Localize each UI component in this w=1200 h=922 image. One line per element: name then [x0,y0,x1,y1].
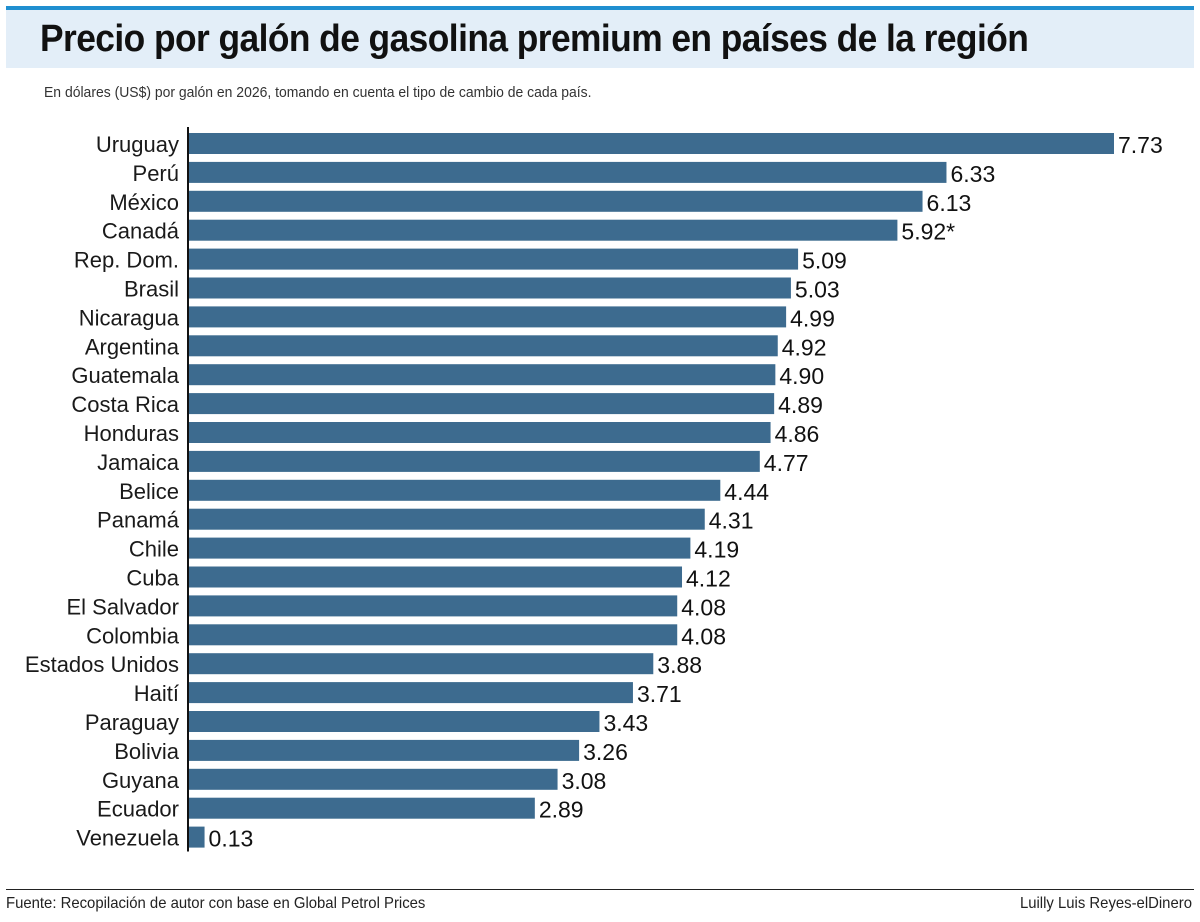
source-note: Fuente: Recopilación de autor con base e… [6,895,426,912]
category-label: Guyana [102,768,180,793]
value-label: 4.12 [686,566,731,592]
category-label: Ecuador [97,797,179,822]
bar [189,248,799,270]
bar [189,826,205,848]
category-label: Belice [119,479,179,504]
bar [189,566,683,588]
bar [189,711,600,732]
bar [189,797,535,819]
bar [189,739,580,761]
bar-chart: Uruguay 7.73 Perú 6.33 México 6.13 Canadá 5.92*… [25,127,1163,852]
bar [189,595,678,617]
category-label: Chile [129,537,179,562]
bar [189,537,691,559]
bar [189,479,721,501]
category-label: Uruguay [96,132,179,157]
bar [189,277,791,299]
value-label: 6.13 [927,190,972,216]
bar [189,422,771,443]
value-label: 7.73 [1118,132,1163,158]
category-label: Cuba [126,566,179,591]
value-label: 4.99 [790,305,835,331]
author-credit: Luilly Luis Reyes-elDinero [1019,895,1192,912]
category-label: Costa Rica [71,392,179,417]
title-band: Precio por galón de gasolina premium en … [6,6,1194,68]
value-label: 3.08 [562,768,607,794]
bar [189,682,633,704]
bar [189,219,898,241]
category-label: Argentina [85,334,180,359]
value-label: 4.89 [778,392,823,418]
category-label: Rep. Dom. [74,248,179,273]
value-label: 5.03 [795,277,840,303]
value-label: 4.90 [779,363,824,389]
bar [189,768,558,790]
category-label: México [109,190,179,215]
bar [189,393,775,415]
value-label: 3.43 [603,710,648,736]
category-label: Panamá [97,508,180,533]
value-label: 4.77 [764,450,809,476]
value-label: 4.86 [775,421,820,447]
value-label: 6.33 [950,161,995,187]
value-label: 4.31 [709,508,754,534]
category-label: Guatemala [71,363,179,388]
category-label: Brasil [124,277,179,302]
value-label: 3.71 [637,681,682,707]
category-label: Colombia [86,623,180,648]
category-label: Bolivia [114,739,180,764]
bar [189,306,787,328]
chart-title: Precio por galón de gasolina premium en … [40,18,1029,60]
value-label: 2.89 [539,797,584,823]
category-label: Venezuela [76,826,180,851]
category-label: Jamaica [97,450,180,475]
bar [189,653,654,675]
value-label: 5.09 [802,248,847,274]
category-label: Nicaragua [79,305,180,330]
chart-subtitle: En dólares (US$) por galón en 2026, toma… [44,84,592,101]
category-label: Haití [134,681,179,706]
value-label: 4.92 [782,334,827,360]
category-label: Perú [133,161,179,186]
category-label: Paraguay [85,710,179,735]
value-label: 4.19 [694,537,739,563]
bar [189,450,760,472]
category-label: El Salvador [66,594,179,619]
value-label: 5.92* [901,219,955,245]
value-label: 3.26 [583,739,628,765]
bar [189,133,1114,154]
bar [189,624,678,646]
category-label: Estados Unidos [25,652,179,677]
bar [189,190,923,212]
bar [189,364,776,386]
bar [189,335,778,357]
bar [189,508,705,530]
footer-divider [6,889,1194,890]
value-label: 3.88 [657,652,702,678]
value-label: 4.08 [681,594,726,620]
value-label: 4.44 [724,479,769,505]
category-label: Honduras [84,421,179,446]
category-label: Canadá [102,219,180,244]
value-label: 4.08 [681,623,726,649]
value-label: 0.13 [209,826,254,852]
bar [189,161,947,183]
